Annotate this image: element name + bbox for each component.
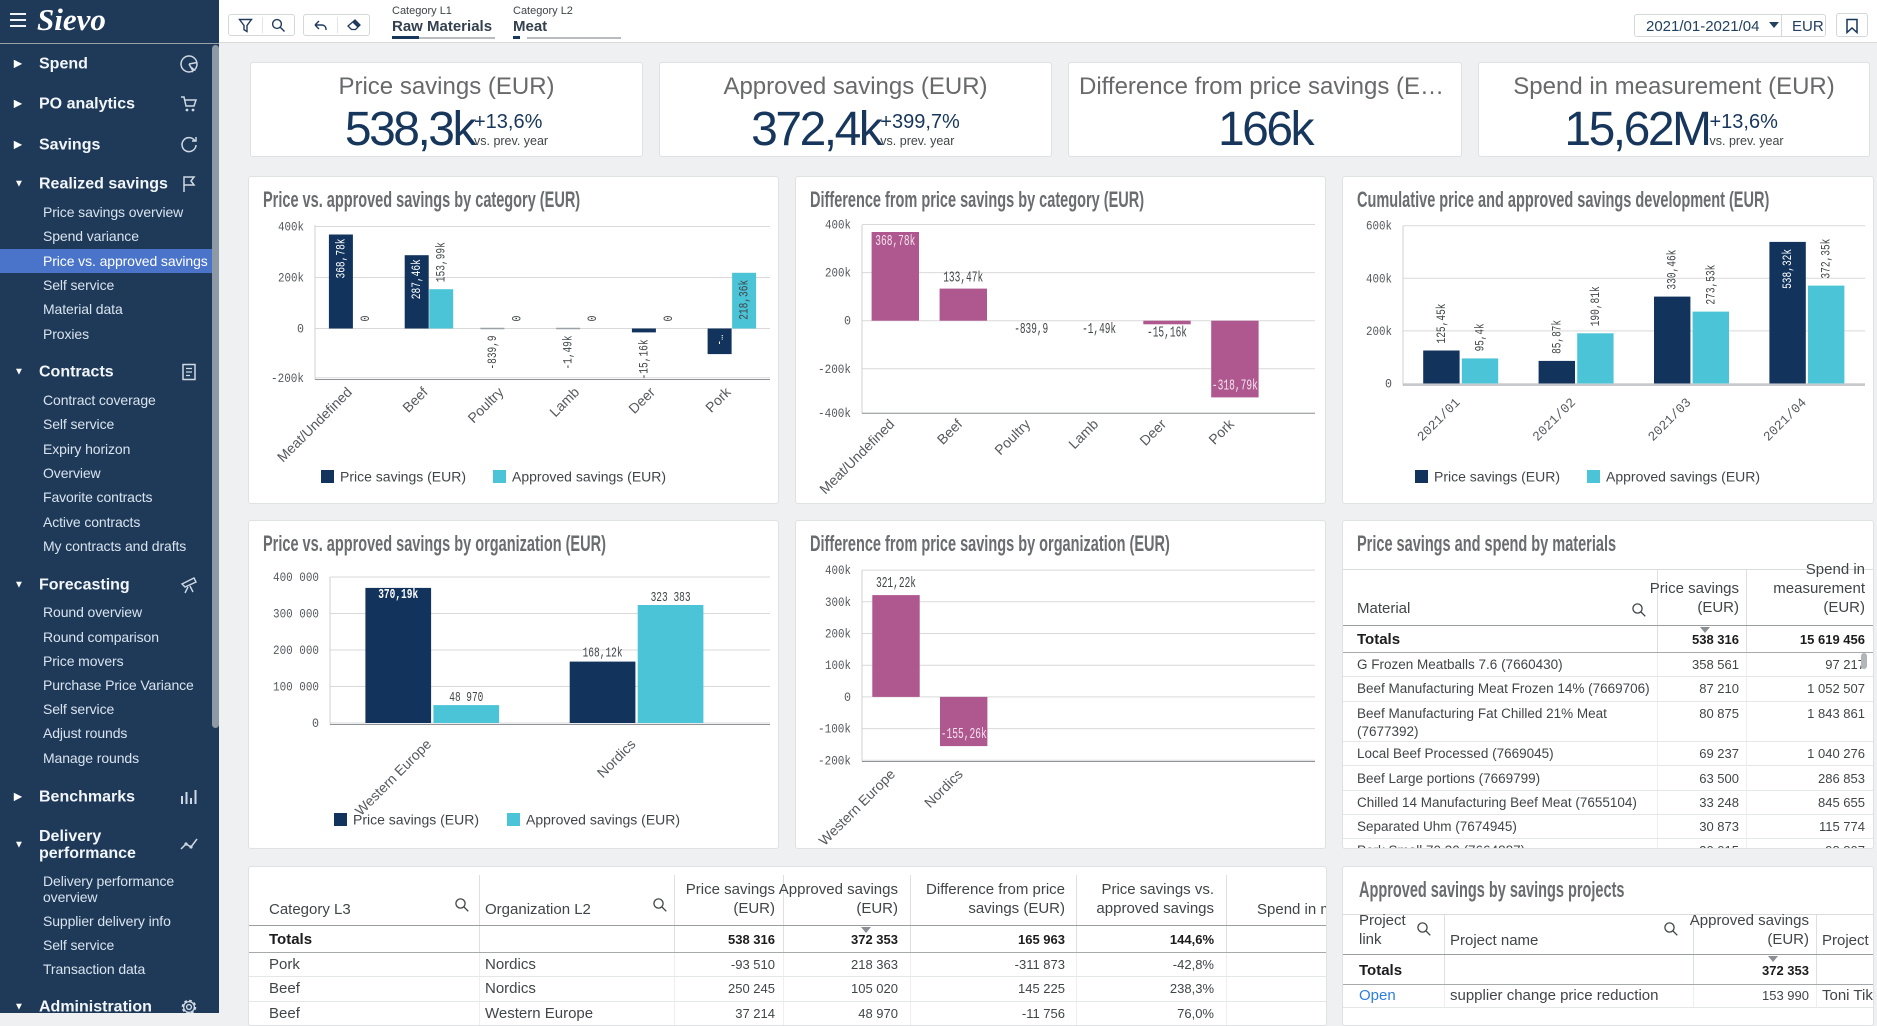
svg-text:-200k: -200k bbox=[818, 753, 851, 768]
svg-text:Lamb: Lamb bbox=[1065, 416, 1101, 452]
svg-text:Western Europe: Western Europe bbox=[815, 766, 898, 849]
svg-text:218,36k: 218,36k bbox=[737, 280, 752, 320]
svg-text:168,12k: 168,12k bbox=[583, 646, 623, 662]
svg-text:-155,26k: -155,26k bbox=[941, 726, 987, 743]
svg-text:Deer: Deer bbox=[625, 384, 658, 417]
svg-text:153,99k: 153,99k bbox=[434, 242, 449, 282]
svg-text:-15,16k: -15,16k bbox=[636, 339, 651, 379]
svg-text:-1,49k: -1,49k bbox=[1082, 321, 1116, 338]
svg-text:300k: 300k bbox=[825, 595, 851, 610]
svg-text:330,46k: 330,46k bbox=[1665, 249, 1680, 289]
svg-text:Lamb: Lamb bbox=[546, 384, 582, 420]
svg-text:125,45k: 125,45k bbox=[1434, 303, 1449, 343]
svg-text:Pork: Pork bbox=[702, 383, 734, 415]
svg-text:85,87k: 85,87k bbox=[1549, 320, 1564, 354]
svg-text:Approved savings (EUR): Approved savings (EUR) bbox=[512, 469, 666, 485]
svg-text:100k: 100k bbox=[825, 658, 851, 673]
svg-text:2021/04: 2021/04 bbox=[1761, 395, 1810, 444]
svg-text:200 000: 200 000 bbox=[273, 643, 319, 658]
svg-text:Approved savings (EUR): Approved savings (EUR) bbox=[526, 812, 680, 828]
svg-text:287,46k: 287,46k bbox=[409, 259, 424, 299]
svg-text:-200k: -200k bbox=[818, 362, 851, 377]
svg-text:200k: 200k bbox=[825, 266, 851, 281]
svg-text:0: 0 bbox=[661, 316, 676, 322]
svg-text:95,4k: 95,4k bbox=[1473, 323, 1488, 351]
svg-text:-318,79k: -318,79k bbox=[1212, 377, 1258, 394]
svg-text:2021/02: 2021/02 bbox=[1530, 395, 1579, 444]
svg-text:-400k: -400k bbox=[818, 406, 851, 421]
svg-text:0: 0 bbox=[312, 716, 319, 731]
svg-text:-839,9: -839,9 bbox=[485, 336, 500, 370]
svg-text:370,19k: 370,19k bbox=[378, 587, 418, 603]
svg-text:Price savings (EUR): Price savings (EUR) bbox=[353, 812, 479, 828]
svg-text:400k: 400k bbox=[825, 563, 851, 578]
svg-text:368,78k: 368,78k bbox=[333, 238, 348, 278]
svg-text:Nordics: Nordics bbox=[594, 736, 639, 781]
svg-text:-1,49k: -1,49k bbox=[561, 335, 576, 369]
svg-text:-200k: -200k bbox=[271, 371, 304, 386]
svg-text:Price savings (EUR): Price savings (EUR) bbox=[1434, 469, 1560, 485]
svg-text:323 383: 323 383 bbox=[651, 590, 691, 606]
svg-text:Meat/Undefined: Meat/Undefined bbox=[816, 416, 897, 497]
svg-text:Beef: Beef bbox=[934, 416, 966, 448]
svg-text:100 000: 100 000 bbox=[273, 680, 319, 695]
svg-text:133,47k: 133,47k bbox=[943, 270, 983, 287]
svg-text:400k: 400k bbox=[278, 220, 304, 235]
svg-text:190,81k: 190,81k bbox=[1588, 286, 1603, 326]
svg-text:200k: 200k bbox=[278, 271, 304, 286]
svg-text:400k: 400k bbox=[825, 218, 851, 233]
svg-text:0: 0 bbox=[585, 316, 600, 322]
svg-text:0: 0 bbox=[1385, 377, 1392, 392]
svg-text:600k: 600k bbox=[1366, 219, 1392, 234]
svg-text:273,53k: 273,53k bbox=[1703, 264, 1718, 304]
svg-text:-15,16k: -15,16k bbox=[1147, 324, 1187, 341]
svg-text:0: 0 bbox=[844, 314, 851, 329]
svg-text:368,78k: 368,78k bbox=[875, 233, 915, 250]
svg-text:-100k: -100k bbox=[818, 722, 851, 737]
svg-text:300 000: 300 000 bbox=[273, 607, 319, 622]
svg-text:200k: 200k bbox=[1366, 324, 1392, 339]
svg-text:Poultry: Poultry bbox=[991, 416, 1033, 458]
svg-text:0: 0 bbox=[509, 316, 524, 322]
svg-text:Nordics: Nordics bbox=[921, 766, 966, 811]
svg-text:-839,9: -839,9 bbox=[1014, 321, 1048, 338]
svg-text:-…: -… bbox=[712, 334, 727, 345]
svg-text:0: 0 bbox=[358, 316, 373, 322]
svg-text:2021/01: 2021/01 bbox=[1414, 395, 1463, 444]
svg-text:538,32k: 538,32k bbox=[1780, 249, 1795, 289]
svg-text:Western Europe: Western Europe bbox=[352, 736, 435, 819]
svg-text:400k: 400k bbox=[1366, 271, 1392, 286]
svg-text:Deer: Deer bbox=[1136, 416, 1169, 449]
svg-text:Approved savings (EUR): Approved savings (EUR) bbox=[1606, 469, 1760, 485]
svg-text:Pork: Pork bbox=[1205, 415, 1237, 447]
svg-text:200k: 200k bbox=[825, 627, 851, 642]
svg-text:400 000: 400 000 bbox=[273, 570, 319, 585]
svg-text:321,22k: 321,22k bbox=[876, 575, 916, 592]
svg-text:48 970: 48 970 bbox=[449, 690, 483, 706]
svg-text:0: 0 bbox=[844, 690, 851, 705]
svg-text:Poultry: Poultry bbox=[464, 384, 506, 426]
svg-text:372,35k: 372,35k bbox=[1819, 238, 1834, 278]
svg-text:0: 0 bbox=[297, 322, 304, 337]
svg-text:Meat/Undefined: Meat/Undefined bbox=[274, 384, 355, 465]
svg-text:Beef: Beef bbox=[399, 384, 431, 416]
svg-text:Price savings (EUR): Price savings (EUR) bbox=[340, 469, 466, 485]
svg-text:2021/03: 2021/03 bbox=[1645, 395, 1694, 444]
